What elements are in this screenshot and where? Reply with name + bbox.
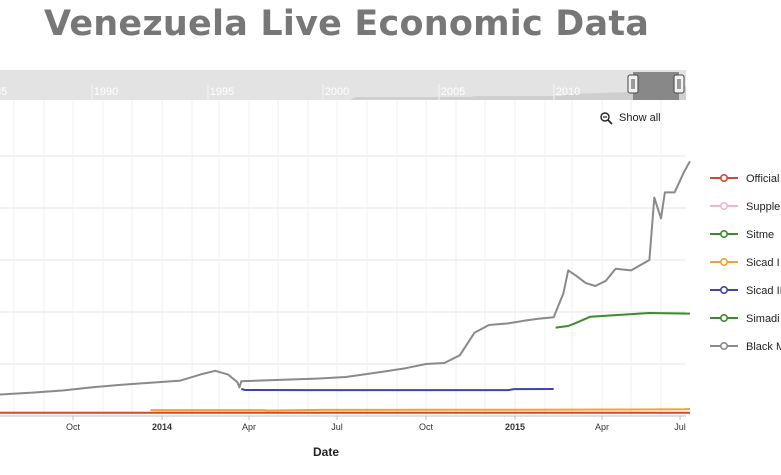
series-line-black-market[interactable]: [0, 160, 691, 396]
x-tick-label: Jul: [331, 422, 343, 432]
navigator-handle-right[interactable]: [673, 74, 685, 94]
legend-label: Official: [746, 173, 779, 185]
series-line-sicad-ii[interactable]: [241, 388, 554, 392]
legend-marker: [719, 313, 728, 322]
legend-marker: [719, 257, 728, 266]
show-all-button[interactable]: Show all: [596, 106, 670, 128]
x-axis-title: Date: [313, 445, 339, 459]
navigator-year-label: 85: [0, 86, 7, 98]
legend-label: Sicad I: [746, 257, 780, 269]
legend-item-supplementary[interactable]: Supplementary: [710, 201, 781, 213]
series-line-sicad-i[interactable]: [150, 408, 691, 412]
legend-label: Sicad II: [746, 285, 781, 297]
legend-label: Black Market: [746, 341, 781, 353]
legend-item-sitme[interactable]: Sitme: [710, 229, 774, 241]
navigator-handle-left[interactable]: [627, 74, 639, 94]
legend-item-sicad-ii[interactable]: Sicad II: [710, 285, 781, 297]
navigator-year-label: 2000: [325, 86, 349, 98]
navigator[interactable]: 85 1990 1995 2000 2005 2010: [0, 70, 686, 100]
show-all-label: Show all: [619, 112, 661, 124]
navigator-series: [0, 86, 686, 100]
navigator-selected-range[interactable]: [633, 72, 679, 100]
plot-area: Oct 2014 Apr Jul Oct 2015 Apr Jul Date: [0, 100, 691, 459]
legend-marker: [719, 202, 728, 211]
x-tick-label: 2014: [152, 422, 172, 432]
legend-label: Supplementary: [746, 201, 781, 213]
legend-item-black-market[interactable]: Black Market: [710, 341, 781, 353]
series-line-simadi[interactable]: [555, 312, 691, 329]
legend: Official Supplementary Sitme Sicad I Sicad I…: [710, 173, 781, 353]
legend-marker: [719, 285, 728, 294]
x-tick-label: Oct: [419, 422, 434, 432]
legend-label: Simadi: [746, 313, 780, 325]
legend-marker: [719, 341, 728, 350]
x-tick-label: 2015: [505, 422, 525, 432]
zoom-out-icon: [600, 112, 613, 125]
legend-marker: [719, 174, 728, 183]
navigator-year-label: 2010: [556, 86, 580, 98]
navigator-year-label: 1990: [94, 86, 118, 98]
legend-marker: [719, 230, 728, 239]
x-tick-label: Apr: [242, 422, 256, 432]
legend-item-sicad-i[interactable]: Sicad I: [710, 257, 780, 269]
legend-item-simadi[interactable]: Simadi: [710, 313, 780, 325]
x-tick-label: Apr: [595, 422, 609, 432]
navigator-year-label: 1995: [210, 86, 234, 98]
navigator-year-label: 2005: [441, 86, 465, 98]
x-tick-label: Jul: [674, 422, 686, 432]
legend-label: Sitme: [746, 229, 774, 241]
x-tick-label: Oct: [66, 422, 81, 432]
page-title: Venezuela Live Economic Data: [44, 4, 650, 44]
legend-item-official[interactable]: Official: [710, 173, 779, 185]
